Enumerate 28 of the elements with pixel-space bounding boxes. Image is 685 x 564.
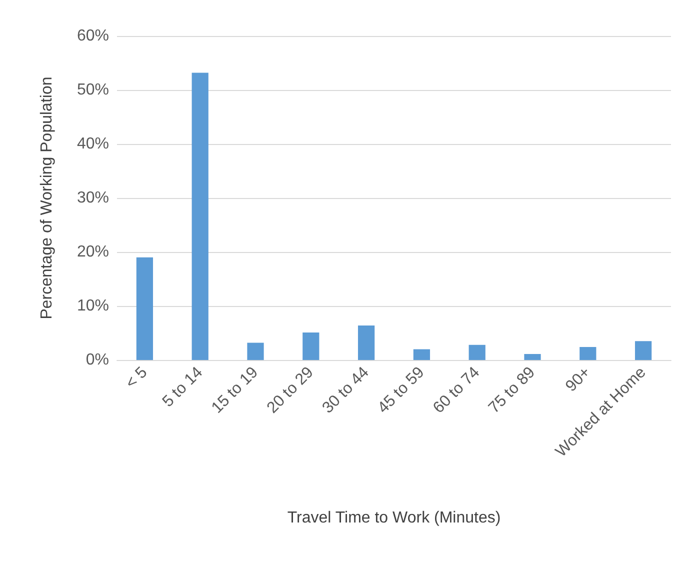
y-tick-label: 50% (76, 82, 109, 98)
bar (580, 347, 596, 360)
x-tick-label: 90+ (562, 364, 594, 396)
bar (136, 257, 154, 360)
y-tick-label: 0% (86, 352, 109, 368)
bar (302, 332, 320, 360)
bar (634, 341, 652, 360)
x-tick-label: 75 to 89 (486, 364, 539, 417)
x-tick-label: 60 to 74 (430, 364, 484, 417)
y-tick-label: 10% (76, 298, 109, 314)
bar (247, 342, 264, 360)
y-axis-title: Percentage of Working Population (38, 76, 56, 320)
x-tick-label: 15 to 19 (208, 364, 262, 417)
bar (524, 354, 541, 360)
bar (468, 344, 486, 360)
bar (413, 349, 430, 360)
y-tick-label: 30% (76, 190, 109, 206)
y-tick-label: 20% (76, 244, 109, 260)
x-tick-label: 30 to 44 (319, 364, 372, 417)
x-axis-title: Travel Time to Work (Minutes) (287, 510, 501, 526)
x-tick-label: 45 to 59 (374, 364, 428, 417)
bar (358, 325, 375, 360)
x-tick-label: 5 to 14 (160, 364, 206, 411)
x-tick-label: < 5 (122, 364, 151, 392)
y-tick-label: 60% (76, 28, 109, 44)
bar (192, 72, 208, 360)
x-tick-label: 20 to 29 (264, 364, 317, 417)
y-tick-label: 40% (76, 136, 109, 152)
